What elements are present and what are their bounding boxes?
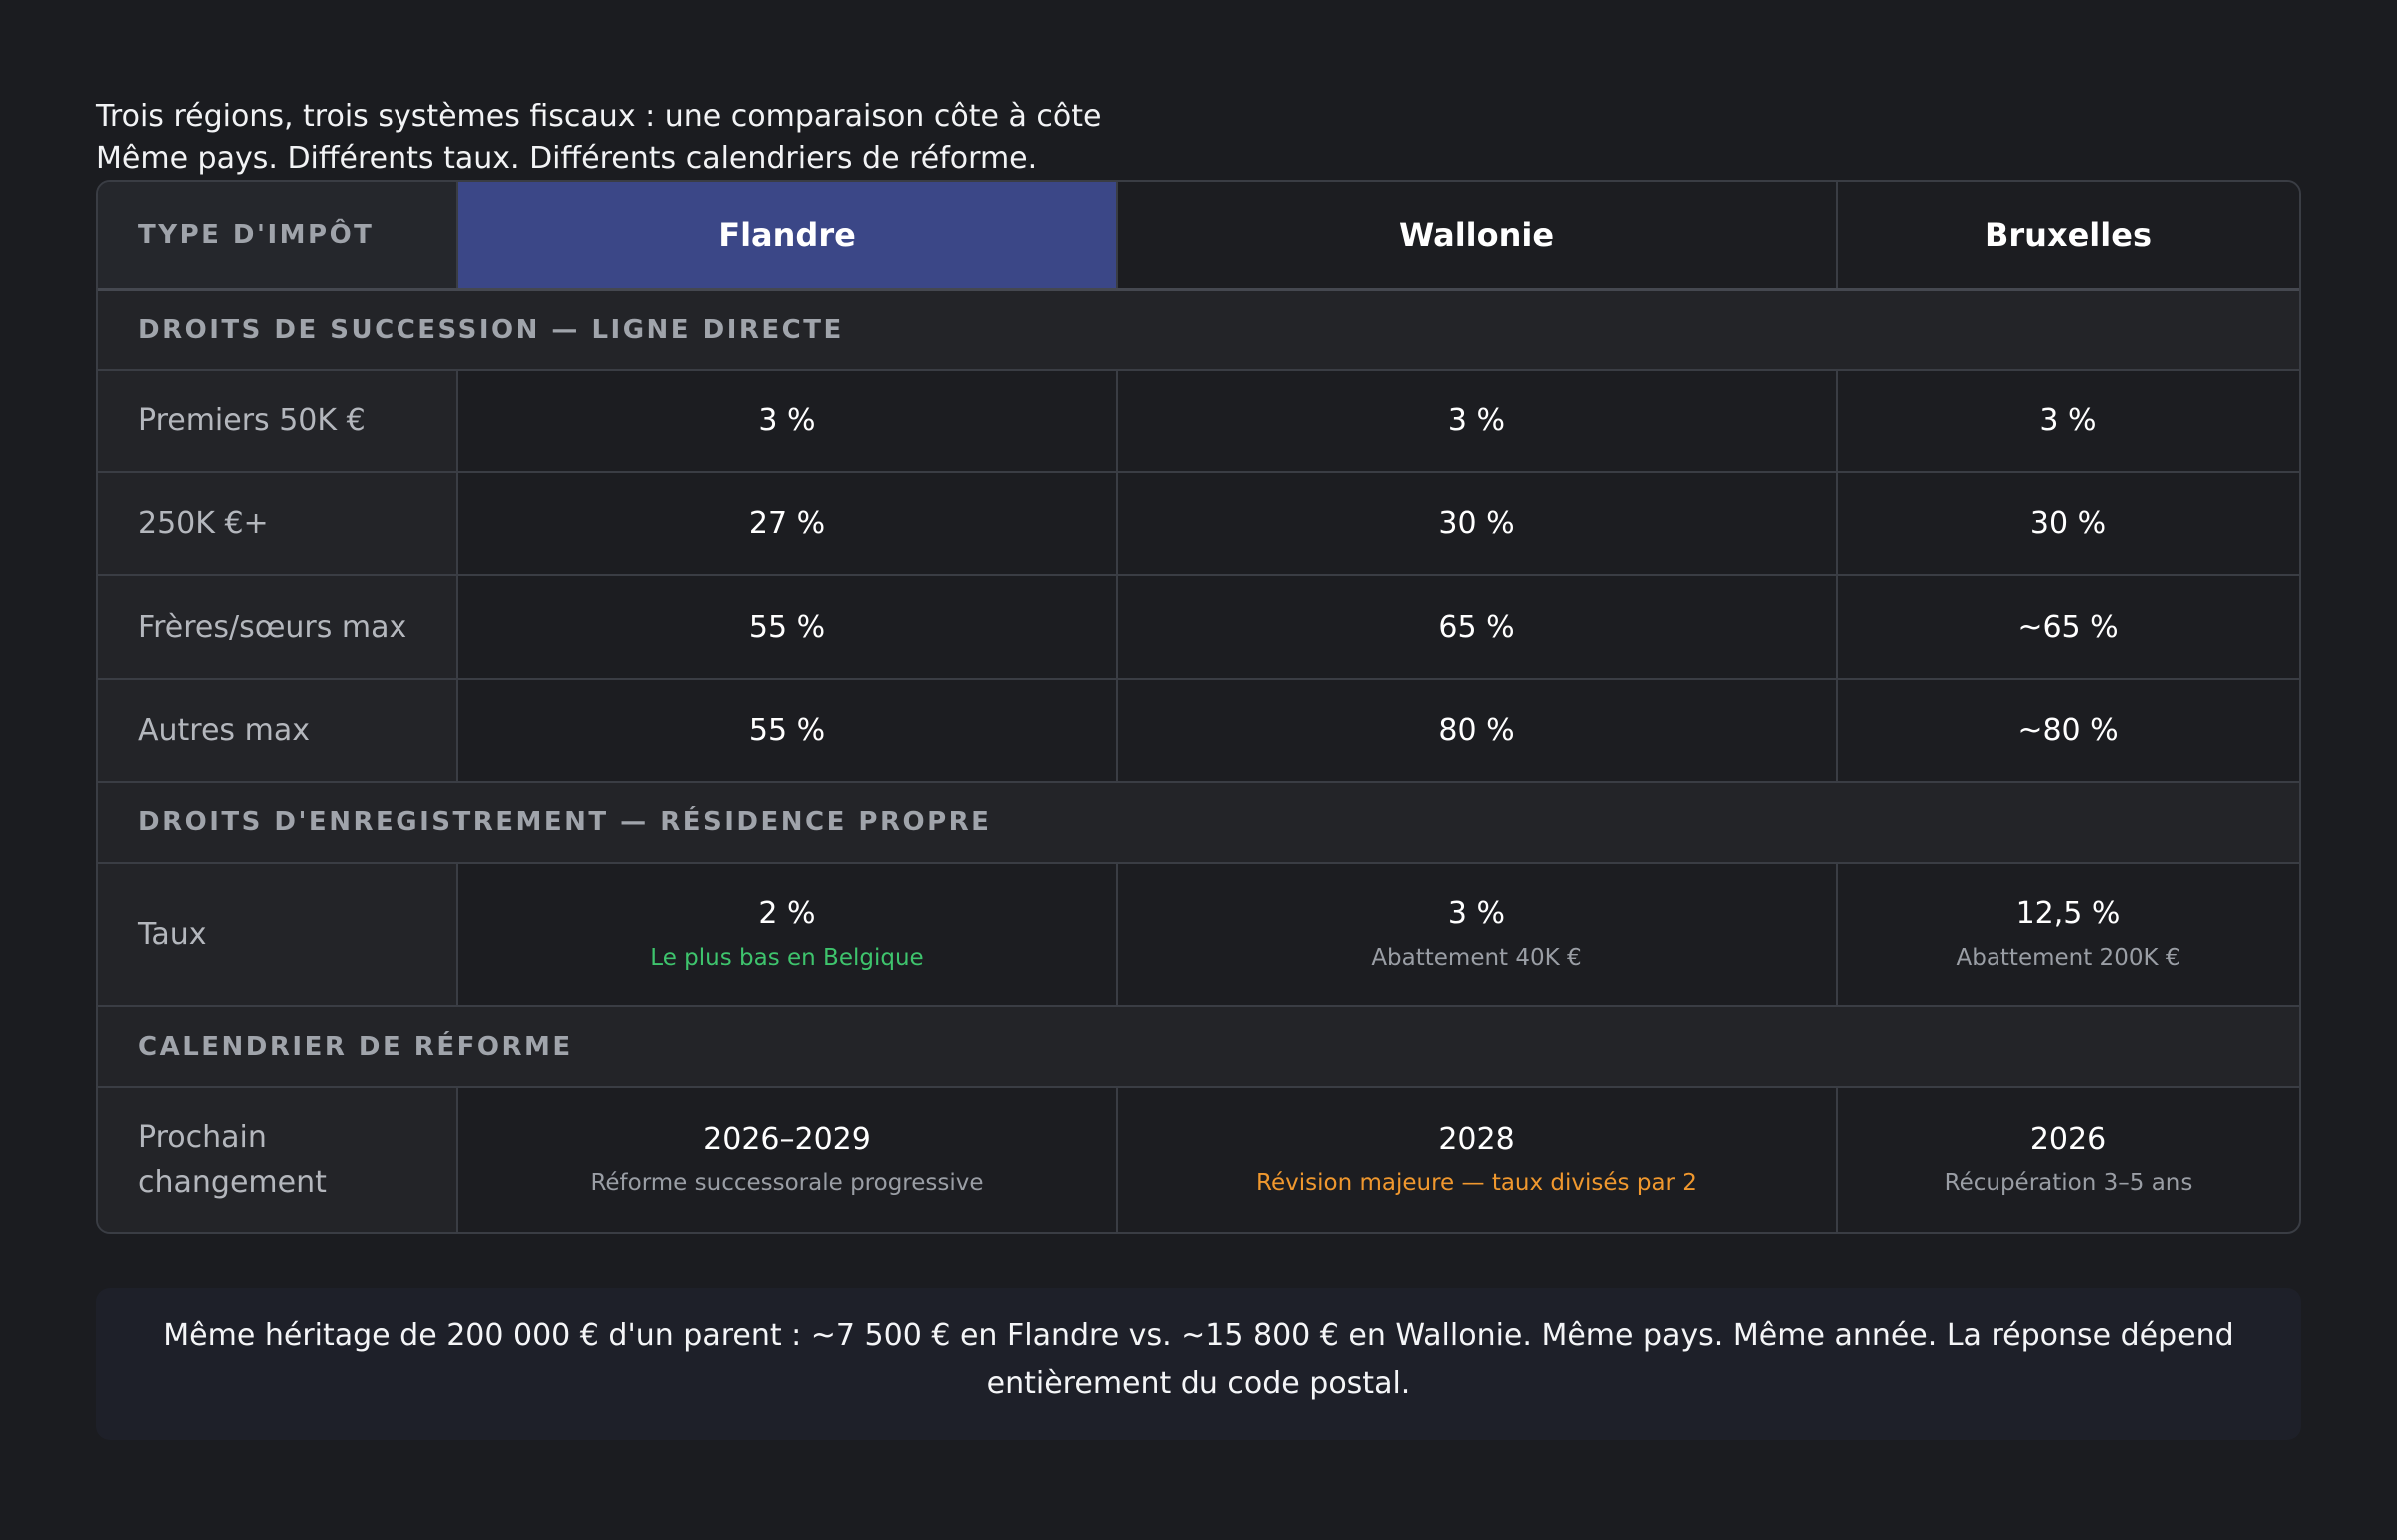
cell-note: Abattement 40K € (1371, 944, 1582, 971)
column-header-wallonie: Wallonie (1116, 182, 1838, 291)
table-header-row: TYPE D'IMPÔT Flandre Wallonie Bruxelles (98, 182, 2299, 291)
cell-note: Récupération 3–5 ans (1944, 1169, 2193, 1196)
cell-wallonie: 3 % Abattement 40K € (1116, 861, 1838, 1008)
section-header-row: CALENDRIER DE RÉFORME (98, 1005, 2299, 1089)
row-label: Taux (98, 861, 458, 1008)
row-label-line2: changement (138, 1164, 327, 1200)
table-row: Autres max 55 % 80 % ~80 % (98, 677, 2299, 783)
table-row: Taux 2 % Le plus bas en Belgique 3 % Aba… (98, 861, 2299, 1008)
cell-flandre: 55 % (456, 677, 1118, 783)
row-label: Premiers 50K € (98, 369, 458, 474)
cell-wallonie: 3 % (1116, 369, 1838, 474)
cell-wallonie: 65 % (1116, 574, 1838, 680)
page-title: Trois régions, trois systèmes fiscaux : … (96, 99, 1102, 134)
table-row: Frères/sœurs max 55 % 65 % ~65 % (98, 574, 2299, 680)
table-row: 250K €+ 27 % 30 % 30 % (98, 471, 2299, 577)
row-label: Prochain changement (98, 1086, 458, 1232)
cell-note: Le plus bas en Belgique (650, 944, 924, 971)
table-row: Premiers 50K € 3 % 3 % 3 % (98, 369, 2299, 474)
cell-wallonie: 80 % (1116, 677, 1838, 783)
cell-value: 3 % (1447, 895, 1506, 931)
row-label: Autres max (98, 677, 458, 783)
section-header-row: DROITS D'ENREGISTREMENT — RÉSIDENCE PROP… (98, 780, 2299, 864)
tax-comparison-table: TYPE D'IMPÔT Flandre Wallonie Bruxelles … (96, 180, 2301, 1234)
page-subtitle: Même pays. Différents taux. Différents c… (96, 141, 1038, 176)
cell-flandre: 55 % (456, 574, 1118, 680)
row-label-line1: Prochain (138, 1119, 267, 1155)
cell-flandre: 27 % (456, 471, 1118, 577)
column-header-flandre: Flandre (456, 182, 1118, 291)
cell-bruxelles: ~65 % (1836, 574, 2299, 680)
cell-note: Réforme successorale progressive (590, 1169, 984, 1196)
cell-value: 2026–2029 (703, 1121, 871, 1156)
cell-bruxelles: ~80 % (1836, 677, 2299, 783)
cell-note: Révision majeure — taux divisés par 2 (1256, 1169, 1697, 1196)
cell-flandre: 3 % (456, 369, 1118, 474)
cell-flandre: 2026–2029 Réforme successorale progressi… (456, 1086, 1118, 1232)
cell-flandre: 2 % Le plus bas en Belgique (456, 861, 1118, 1008)
cell-bruxelles: 3 % (1836, 369, 2299, 474)
cell-wallonie: 30 % (1116, 471, 1838, 577)
row-label: 250K €+ (98, 471, 458, 577)
cell-bruxelles: 2026 Récupération 3–5 ans (1836, 1086, 2299, 1232)
section-header-row: DROITS DE SUCCESSION — LIGNE DIRECTE (98, 288, 2299, 372)
cell-value: 2028 (1438, 1121, 1515, 1156)
page-heading: Trois régions, trois systèmes fiscaux : … (96, 96, 1101, 180)
table-row: Prochain changement 2026–2029 Réforme su… (98, 1086, 2299, 1232)
cell-note: Abattement 200K € (1956, 944, 2181, 971)
section-title-registration: DROITS D'ENREGISTREMENT — RÉSIDENCE PROP… (98, 780, 2299, 864)
cell-wallonie: 2028 Révision majeure — taux divisés par… (1116, 1086, 1838, 1232)
cell-value: 12,5 % (2015, 895, 2121, 931)
column-header-tax-type: TYPE D'IMPÔT (98, 182, 458, 291)
section-title-reform: CALENDRIER DE RÉFORME (98, 1005, 2299, 1089)
cell-value: 2026 (2029, 1121, 2107, 1156)
row-label: Frères/sœurs max (98, 574, 458, 680)
column-header-bruxelles: Bruxelles (1836, 182, 2299, 291)
cell-bruxelles: 30 % (1836, 471, 2299, 577)
summary-text: Même héritage de 200 000 € d'un parent :… (163, 1318, 2234, 1401)
section-title-inheritance: DROITS DE SUCCESSION — LIGNE DIRECTE (98, 288, 2299, 372)
summary-callout: Même héritage de 200 000 € d'un parent :… (96, 1288, 2301, 1440)
cell-value: 2 % (758, 895, 816, 931)
cell-bruxelles: 12,5 % Abattement 200K € (1836, 861, 2299, 1008)
